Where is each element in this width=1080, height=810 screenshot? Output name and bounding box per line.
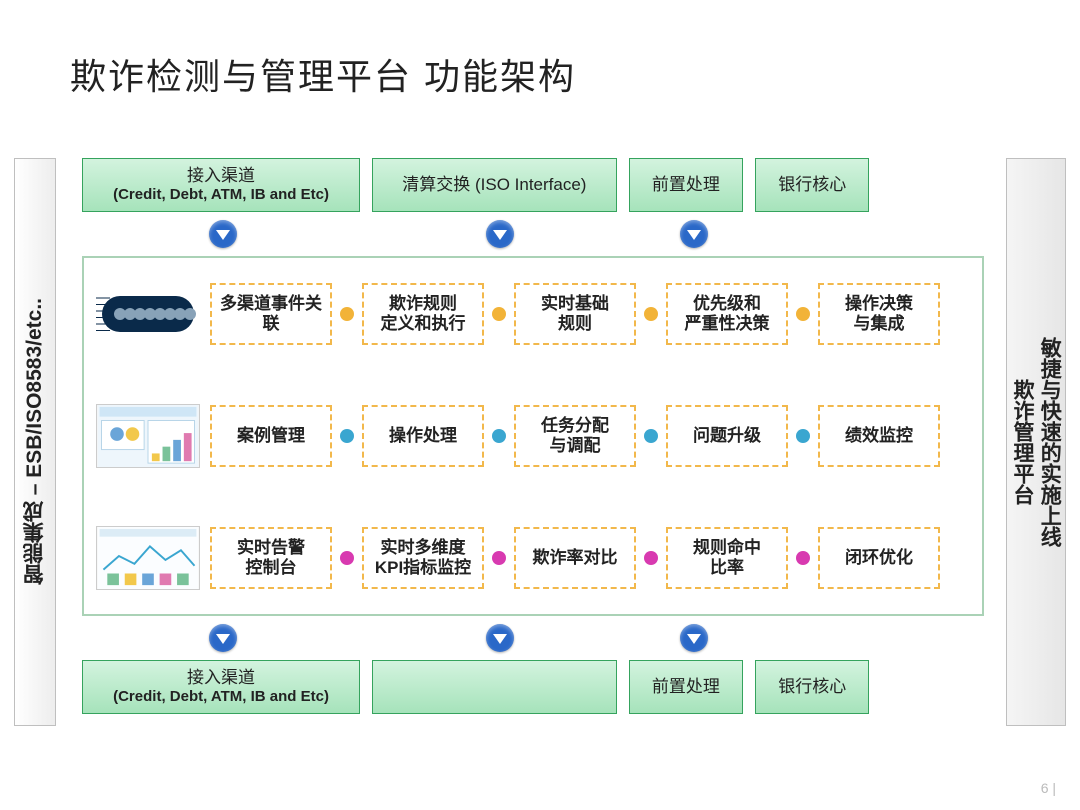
function-box: 闭环优化 — [818, 527, 940, 589]
channel-clearing-top: 清算交换 (ISO Interface) — [372, 158, 617, 212]
arrow-down-icon — [486, 624, 514, 652]
channels-bottom: 接入渠道 (Credit, Debt, ATM, IB and Etc) 前置处… — [82, 660, 984, 714]
function-box: 规则命中比率 — [666, 527, 788, 589]
center-area: 接入渠道 (Credit, Debt, ATM, IB and Etc) 清算交… — [82, 158, 984, 726]
arrow-down-icon — [486, 220, 514, 248]
function-box: 问题升级 — [666, 405, 788, 467]
row-thumbnail — [96, 282, 200, 346]
connector-dot — [644, 551, 658, 565]
arrow-down-icon — [680, 624, 708, 652]
right-rail-text: 敏捷与快速的实施上线欺诈管理平台 — [1009, 337, 1064, 547]
connector-dot — [340, 429, 354, 443]
connector-dot — [644, 429, 658, 443]
function-panel: 多渠道事件关联欺诈规则定义和执行实时基础规则优先级和严重性决策操作决策与集成案例… — [82, 256, 984, 616]
connector-dot — [644, 307, 658, 321]
channel-access-top: 接入渠道 (Credit, Debt, ATM, IB and Etc) — [82, 158, 360, 212]
connector-dot — [796, 307, 810, 321]
function-box: 操作处理 — [362, 405, 484, 467]
left-rail-text: 智能集成 – ESB/ISO8583/etc.. — [20, 298, 50, 585]
connector-dot — [340, 551, 354, 565]
channel-access-bottom: 接入渠道 (Credit, Debt, ATM, IB and Etc) — [82, 660, 360, 714]
right-rail: 敏捷与快速的实施上线欺诈管理平台 — [1006, 158, 1066, 726]
connector-dot — [492, 307, 506, 321]
left-rail: 智能集成 – ESB/ISO8583/etc.. — [14, 158, 56, 726]
function-box: 欺诈规则定义和执行 — [362, 283, 484, 345]
channel-core-bottom: 银行核心 — [755, 660, 869, 714]
function-box: 操作决策与集成 — [818, 283, 940, 345]
function-box: 实时基础规则 — [514, 283, 636, 345]
arrow-down-icon — [209, 220, 237, 248]
page-title: 欺诈检测与管理平台 功能架构 — [70, 48, 576, 100]
function-box: 任务分配与调配 — [514, 405, 636, 467]
connector-dot — [796, 551, 810, 565]
connector-dot — [492, 551, 506, 565]
page-number: 6 | — [1041, 780, 1056, 796]
channels-top: 接入渠道 (Credit, Debt, ATM, IB and Etc) 清算交… — [82, 158, 984, 212]
arrow-down-icon — [680, 220, 708, 248]
function-row: 多渠道事件关联欺诈规则定义和执行实时基础规则优先级和严重性决策操作决策与集成 — [96, 278, 970, 350]
function-box: 优先级和严重性决策 — [666, 283, 788, 345]
function-box: 案例管理 — [210, 405, 332, 467]
function-box: 欺诈率对比 — [514, 527, 636, 589]
function-row: 实时告警控制台实时多维度KPI指标监控欺诈率对比规则命中比率闭环优化 — [96, 522, 970, 594]
connector-dot — [492, 429, 506, 443]
function-box: 绩效监控 — [818, 405, 940, 467]
function-box: 多渠道事件关联 — [210, 283, 332, 345]
arrows-top — [82, 212, 984, 256]
row-thumbnail — [96, 526, 200, 590]
connector-dot — [340, 307, 354, 321]
arrow-down-icon — [209, 624, 237, 652]
channel-clearing-bottom — [372, 660, 617, 714]
arrows-bottom — [82, 616, 984, 660]
channel-front-top: 前置处理 — [629, 158, 743, 212]
row-thumbnail — [96, 404, 200, 468]
function-row: 案例管理操作处理任务分配与调配问题升级绩效监控 — [96, 400, 970, 472]
connector-dot — [796, 429, 810, 443]
channel-core-top: 银行核心 — [755, 158, 869, 212]
function-box: 实时告警控制台 — [210, 527, 332, 589]
function-box: 实时多维度KPI指标监控 — [362, 527, 484, 589]
channel-front-bottom: 前置处理 — [629, 660, 743, 714]
